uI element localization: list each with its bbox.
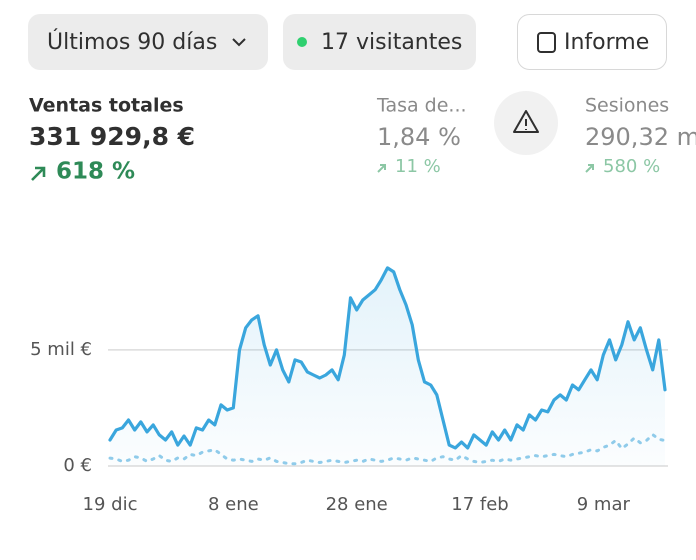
report-icon — [537, 32, 556, 53]
metric-label: Tasa de... — [376, 95, 467, 117]
metric-change: 618 % — [56, 159, 135, 185]
warning-button[interactable] — [494, 91, 558, 155]
metric-conversion[interactable]: Tasa de... 1,84 % 11 % — [376, 95, 467, 178]
metric-change: 580 % — [603, 156, 660, 177]
series-line — [108, 266, 667, 450]
y-tick-label: 0 € — [63, 455, 92, 476]
report-button[interactable]: Informe — [517, 14, 667, 70]
metric-value: 331 929,8 € — [29, 122, 195, 151]
up-arrow — [377, 164, 386, 173]
up-arrow — [31, 166, 46, 181]
y-tick-label: 5 mil € — [30, 339, 92, 360]
live-dot — [297, 37, 307, 47]
report-bg — [517, 14, 667, 70]
visitors-label: 17 visitantes — [321, 30, 462, 55]
period-button[interactable]: Últimos 90 días — [28, 14, 268, 70]
x-tick-label: 17 feb — [451, 494, 508, 515]
report-label: Informe — [564, 30, 649, 55]
x-tick-label: 9 mar — [577, 494, 631, 515]
x-tick-label: 8 ene — [208, 494, 259, 515]
series-line — [108, 433, 667, 466]
metric-sales[interactable]: Ventas totales 331 929,8 € 618 % — [29, 95, 195, 185]
chevron-icon — [232, 38, 246, 47]
metric-sessions[interactable]: Sesiones 290,32 mil 580 % — [585, 95, 696, 178]
x-tick-label: 19 dic — [83, 494, 138, 515]
period-bg — [28, 14, 268, 70]
visitors-button[interactable]: 17 visitantes — [283, 14, 476, 70]
x-tick-label: 28 ene — [326, 494, 388, 515]
metric-label: Ventas totales — [29, 95, 184, 117]
sales-chart: 0 € 5 mil € 19 dic 8 ene 28 ene 17 feb 9 mar — [30, 266, 668, 515]
metric-value: 1,84 % — [377, 123, 461, 151]
warning-icon — [513, 110, 539, 133]
area — [110, 267, 665, 466]
visitors-bg — [283, 14, 476, 70]
metric-value: 290,32 mil — [585, 123, 696, 151]
period-label: Últimos 90 días — [47, 29, 217, 55]
up-arrow — [585, 164, 594, 173]
metric-label: Sesiones — [585, 95, 669, 117]
metric-change: 11 % — [395, 156, 441, 177]
